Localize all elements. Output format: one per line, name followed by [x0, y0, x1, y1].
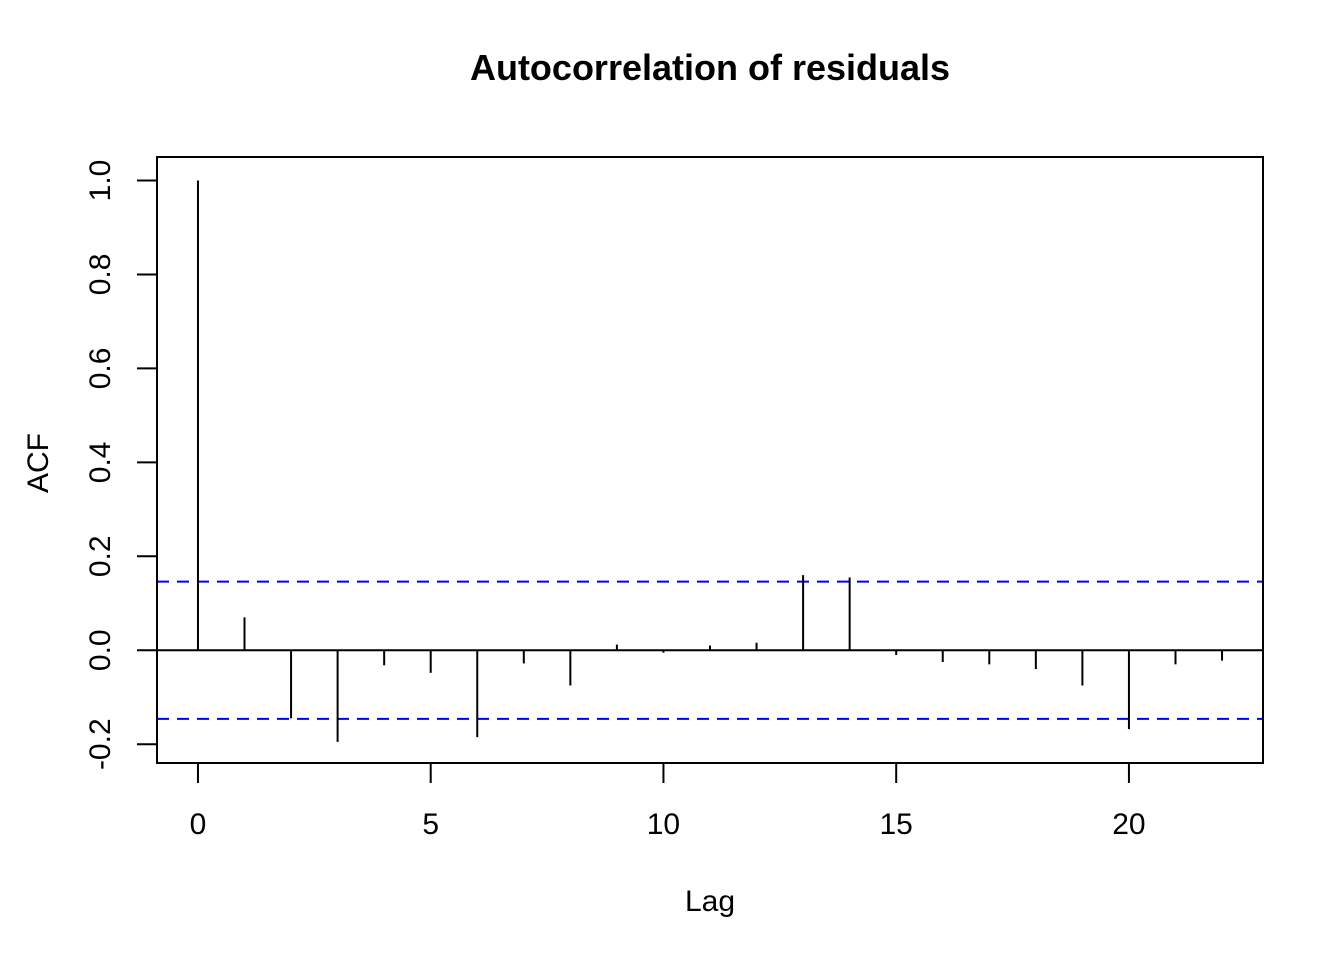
x-tick-label: 0 [190, 808, 207, 841]
plot-marks [157, 180, 1263, 742]
y-axis-label: ACF [22, 433, 55, 493]
y-tick-label: -0.2 [84, 718, 117, 770]
chart-title: Autocorrelation of residuals [470, 47, 950, 88]
x-tick-label: 10 [647, 808, 680, 841]
plot-frame [156, 156, 1264, 764]
y-tick-label: 0.4 [84, 441, 117, 483]
y-tick-label: 0.6 [84, 348, 117, 390]
x-axis-label: Lag [685, 885, 735, 918]
x-tick-label: 15 [880, 808, 913, 841]
x-tick-label: 20 [1112, 808, 1145, 841]
y-tick-label: 1.0 [84, 160, 117, 202]
y-tick-label: 0.0 [84, 629, 117, 671]
y-tick-label: 0.8 [84, 254, 117, 296]
y-tick-label: 0.2 [84, 535, 117, 577]
x-tick-label: 5 [422, 808, 439, 841]
